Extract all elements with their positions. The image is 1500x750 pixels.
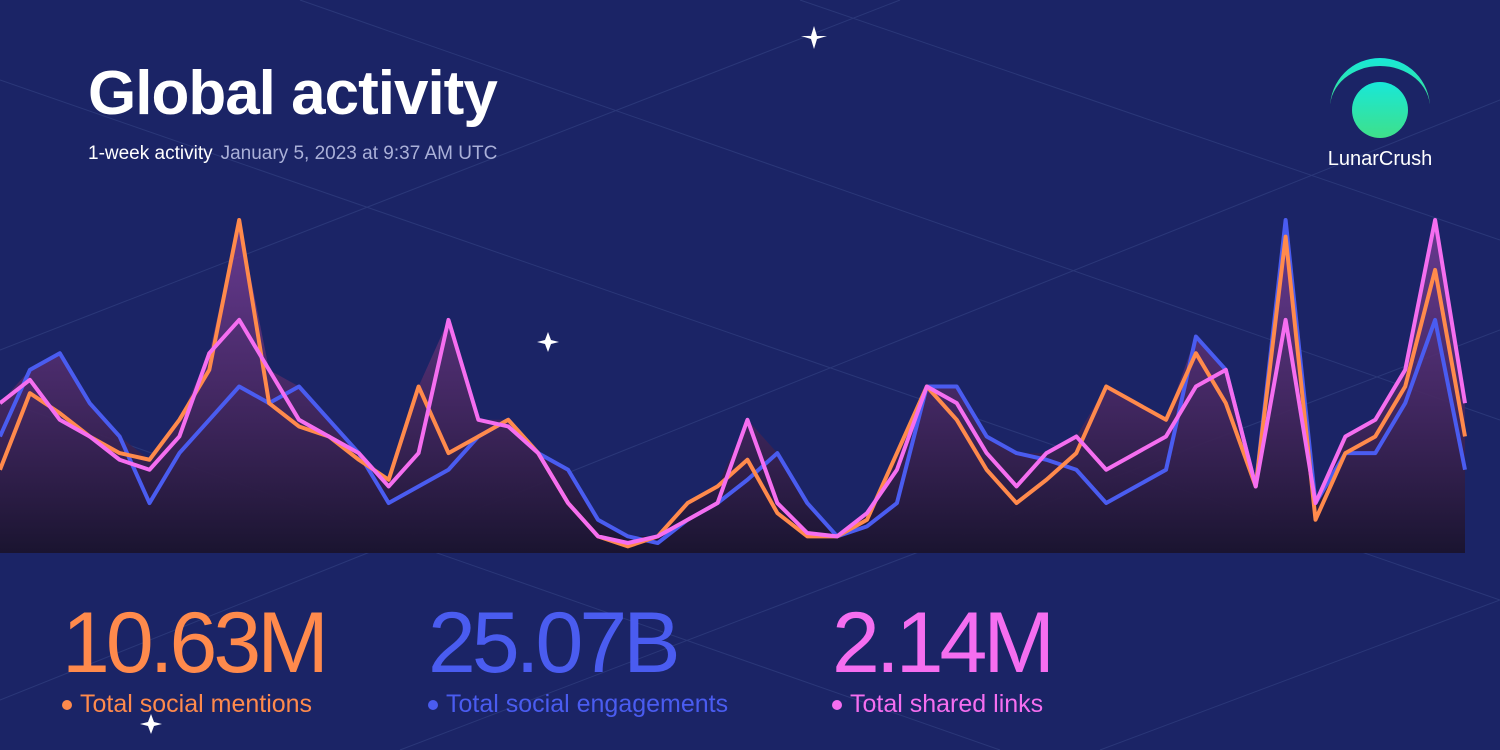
legend-label: Total shared links	[850, 690, 1044, 718]
stat: 10.63M Total social mentions	[62, 595, 329, 719]
series-line	[0, 218, 1467, 546]
legend-dot	[62, 700, 72, 711]
area	[0, 220, 1465, 553]
brand: LunarCrush	[1327, 148, 1433, 170]
logo	[1330, 58, 1430, 138]
timestamp: January 5, 2023 at 9:37 AM UTC	[220, 143, 498, 164]
series-line	[0, 218, 1467, 549]
legend-label: Total social mentions	[80, 690, 313, 718]
legend-label: Total social engagements	[446, 690, 729, 718]
subtitle-text: 1-week activity	[88, 143, 213, 164]
legend-item: Total social engagements	[428, 690, 728, 719]
stat-total: 10.63M	[62, 595, 329, 691]
legend-dot	[832, 700, 842, 711]
stat: 2.14M Total shared links	[832, 595, 1055, 719]
title: Global activity	[88, 59, 498, 128]
subtitle: 1-week activity January 5, 2023 at 9:37 A…	[88, 143, 497, 165]
legend-dot	[428, 700, 438, 711]
stars	[140, 26, 827, 734]
legend-item: Total social mentions	[62, 690, 325, 719]
legend-item: Total shared links	[832, 690, 1051, 719]
stat: 25.07B Total social engagements	[428, 598, 728, 719]
stat-total: 25.07B	[428, 595, 681, 691]
series-line	[0, 218, 1467, 546]
stat-total: 2.14M	[832, 595, 1055, 691]
